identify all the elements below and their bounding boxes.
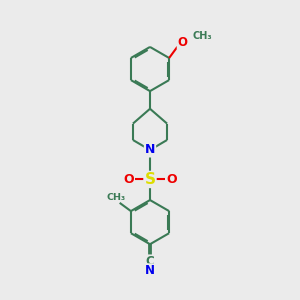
Text: N: N — [145, 143, 155, 157]
Text: S: S — [145, 172, 155, 187]
Text: CH₃: CH₃ — [106, 193, 126, 202]
Text: N: N — [145, 264, 155, 277]
Text: CH₃: CH₃ — [193, 32, 212, 41]
Text: O: O — [167, 173, 177, 186]
Text: O: O — [123, 173, 134, 186]
Text: O: O — [178, 36, 188, 49]
Text: C: C — [146, 255, 154, 268]
